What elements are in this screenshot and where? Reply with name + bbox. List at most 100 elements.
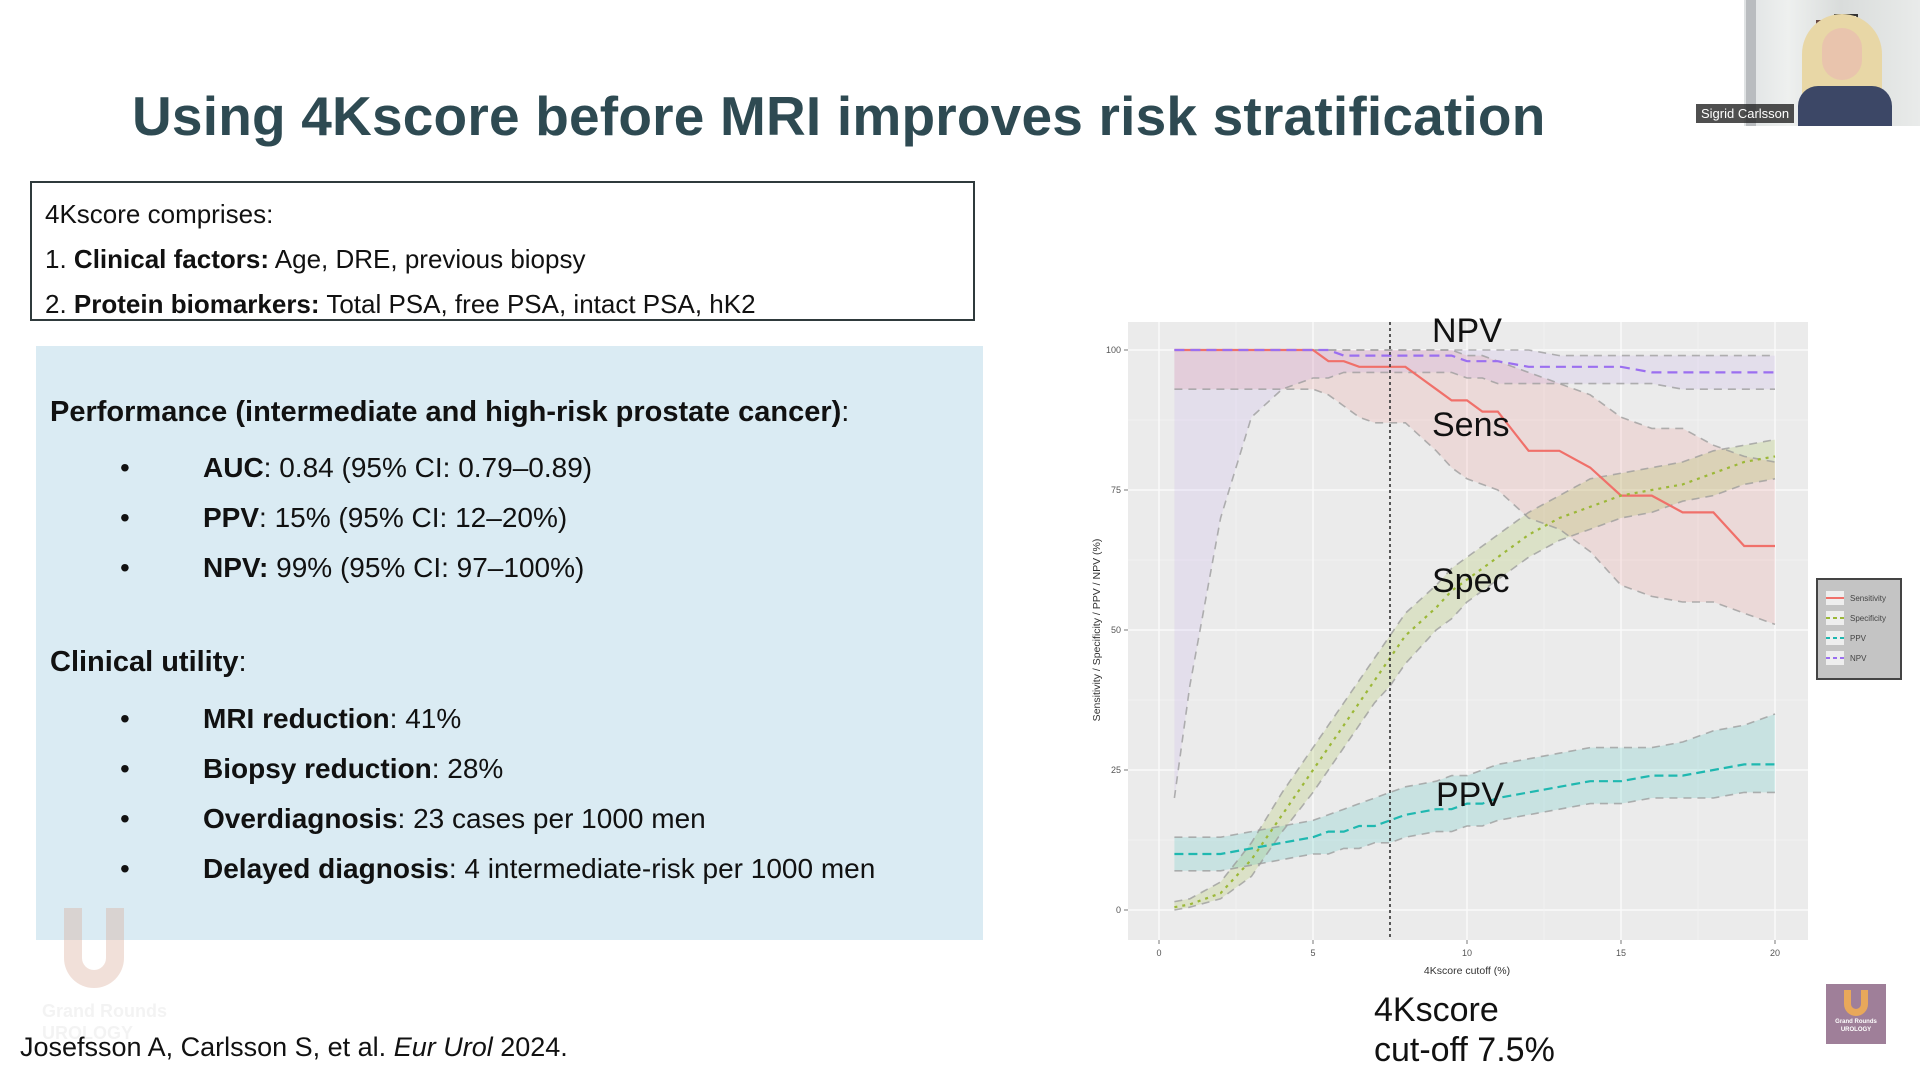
performance-panel: Performance (intermediate and high-risk …	[36, 346, 983, 940]
grand-rounds-urology-logo: Grand Rounds UROLOGY	[1826, 984, 1886, 1044]
clinical-utility-list: • MRI reduction: 41% • Biopsy reduction: 2…	[120, 694, 875, 894]
legend-label-npv: NPV	[1850, 654, 1867, 663]
speaker-face	[1822, 28, 1862, 80]
bullet-text: : 0.84 (95% CI: 0.79–0.89)	[263, 452, 593, 483]
composition-heading: 4Kscore comprises:	[45, 199, 274, 229]
ci-lower-sensitivity	[1174, 388, 1776, 626]
composition-box: 4Kscore comprises: 1. Clinical factors: …	[30, 181, 975, 321]
bullet-icon: •	[120, 552, 130, 583]
list-item-mri: • MRI reduction: 41%	[120, 694, 875, 744]
bullet-text: : 41%	[389, 703, 462, 734]
bullet-label: PPV	[203, 502, 260, 533]
chart-legend: Sensitivity Specificity PPV NPV	[1816, 578, 1902, 680]
ci-band-npv	[1174, 350, 1775, 798]
series-line-specificity	[1174, 455, 1776, 909]
item-label: Clinical factors:	[73, 244, 269, 274]
performance-list: • AUC: 0.84 (95% CI: 0.79–0.89) • PPV: 15%…	[120, 443, 592, 593]
sensitivity-specificity-chart: 0 25 50 75 100 0 5 10 15 20 4Kscore cutoff (%) Sens…	[1091, 322, 1808, 977]
y-tick-label: 0	[1116, 905, 1121, 915]
ci-lower-npv	[1173, 371, 1775, 799]
bullet-icon: •	[120, 753, 130, 784]
list-item-ppv: • PPV: 15% (95% CI: 12–20%)	[120, 493, 592, 543]
bullet-text: 99% (95% CI: 97–100%)	[268, 552, 585, 583]
bullet-label: MRI reduction	[203, 703, 390, 734]
logo-line2: UROLOGY	[1840, 1027, 1872, 1033]
watermark-u-icon	[64, 908, 124, 988]
x-tick-label: 20	[1770, 948, 1780, 958]
watermark-text: Grand Rounds UROLOGY	[42, 1000, 167, 1044]
composition-item-biomarkers: 2. Protein biomarkers: Total PSA, free P…	[45, 282, 960, 327]
bullet-label: NPV:	[203, 552, 269, 583]
ci-lower-ppv	[1174, 791, 1775, 872]
item-label: Protein biomarkers:	[73, 289, 320, 319]
bullet-text: : 23 cases per 1000 men	[397, 803, 706, 834]
citation: Josefsson A, Carlsson S, et al. Eur Urol…	[20, 1032, 568, 1063]
x-axis-title: 4Kscore cutoff (%)	[1424, 965, 1510, 977]
bullet-icon: •	[120, 803, 130, 834]
bullet-text: : 28%	[431, 753, 504, 784]
curve-label-sens: Sens	[1432, 406, 1510, 444]
x-tick-label: 15	[1616, 948, 1626, 958]
performance-heading: Performance (intermediate and high-risk …	[50, 396, 849, 429]
list-item-biopsy: • Biopsy reduction: 28%	[120, 744, 875, 794]
legend-label-sensitivity: Sensitivity	[1850, 594, 1886, 603]
ci-upper-specificity	[1174, 438, 1776, 903]
item-number: 1.	[45, 244, 67, 274]
cutoff-line1: 4Kscore	[1374, 991, 1499, 1029]
y-tick-label: 75	[1111, 485, 1121, 495]
curve-label-spec: Spec	[1432, 562, 1510, 600]
logo-u-icon	[1844, 990, 1868, 1016]
heading-colon: :	[841, 396, 850, 428]
series-line-npv	[1174, 348, 1775, 374]
list-item-auc: • AUC: 0.84 (95% CI: 0.79–0.89)	[120, 443, 592, 493]
logo-text: Grand Rounds UROLOGY	[1826, 1018, 1886, 1034]
list-item-delayed: • Delayed diagnosis: 4 intermediate-risk …	[120, 844, 875, 894]
bullet-text: : 4 intermediate-risk per 1000 men	[448, 853, 876, 884]
bullet-label: AUC	[203, 452, 264, 483]
ci-upper-ppv	[1174, 713, 1776, 839]
ci-band-specificity	[1174, 439, 1775, 910]
x-tick-label: 10	[1462, 948, 1472, 958]
item-text: Total PSA, free PSA, intact PSA, hK2	[319, 289, 756, 319]
y-tick-label: 100	[1106, 345, 1121, 355]
x-tick-label: 0	[1156, 948, 1161, 958]
bullet-icon: •	[120, 502, 130, 533]
bullet-label: Delayed diagnosis	[203, 853, 449, 884]
speaker-body	[1798, 86, 1892, 126]
watermark-line1: Grand Rounds	[42, 1001, 167, 1021]
slide-title: Using 4Kscore before MRI improves risk s…	[132, 85, 1546, 147]
plot-panel	[1128, 322, 1808, 940]
cutoff-annotation: 4Kscore cut-off 7.5%	[1374, 990, 1555, 1070]
citation-authors: Josefsson A, Carlsson S, et al.	[20, 1032, 394, 1062]
bullet-icon: •	[120, 853, 130, 884]
background-window	[1746, 0, 1756, 126]
item-text: Age, DRE, previous biopsy	[268, 244, 586, 274]
clinical-utility-heading-text: Clinical utility	[50, 646, 239, 678]
cutoff-line2: cut-off 7.5%	[1374, 1031, 1555, 1069]
curve-label-ppv: PPV	[1436, 776, 1505, 814]
curve-label-npv: NPV	[1432, 312, 1502, 350]
ci-band-ppv	[1174, 714, 1775, 871]
y-tick-label: 50	[1111, 625, 1121, 635]
heading-colon: :	[238, 646, 247, 678]
legend-label-ppv: PPV	[1850, 634, 1867, 643]
speaker-name-tag: Sigrid Carlsson	[1696, 104, 1795, 123]
item-number: 2.	[45, 289, 67, 319]
y-axis-title: Sensitivity / Specificity / PPV / NPV (%…	[1091, 539, 1103, 722]
clinical-utility-heading: Clinical utility:	[50, 646, 247, 679]
x-tick-label: 5	[1310, 948, 1315, 958]
watermark-logo: Grand Rounds UROLOGY	[42, 900, 182, 1050]
performance-heading-text: Performance (intermediate and high-risk …	[50, 396, 842, 428]
list-item-npv: • NPV: 99% (95% CI: 97–100%)	[120, 543, 592, 593]
composition-item-clinical: 1. Clinical factors: Age, DRE, previous …	[45, 237, 960, 282]
bullet-label: Biopsy reduction	[203, 753, 432, 784]
bullet-icon: •	[120, 703, 130, 734]
list-item-overdiagnosis: • Overdiagnosis: 23 cases per 1000 men	[120, 794, 875, 844]
citation-journal: Eur Urol	[393, 1032, 493, 1062]
logo-line1: Grand Rounds	[1835, 1019, 1877, 1025]
bullet-text: : 15% (95% CI: 12–20%)	[259, 502, 568, 533]
bullet-label: Overdiagnosis	[203, 803, 398, 834]
y-tick-label: 25	[1111, 765, 1121, 775]
citation-year: 2024.	[492, 1032, 568, 1062]
watermark-line2: UROLOGY	[42, 1023, 134, 1043]
